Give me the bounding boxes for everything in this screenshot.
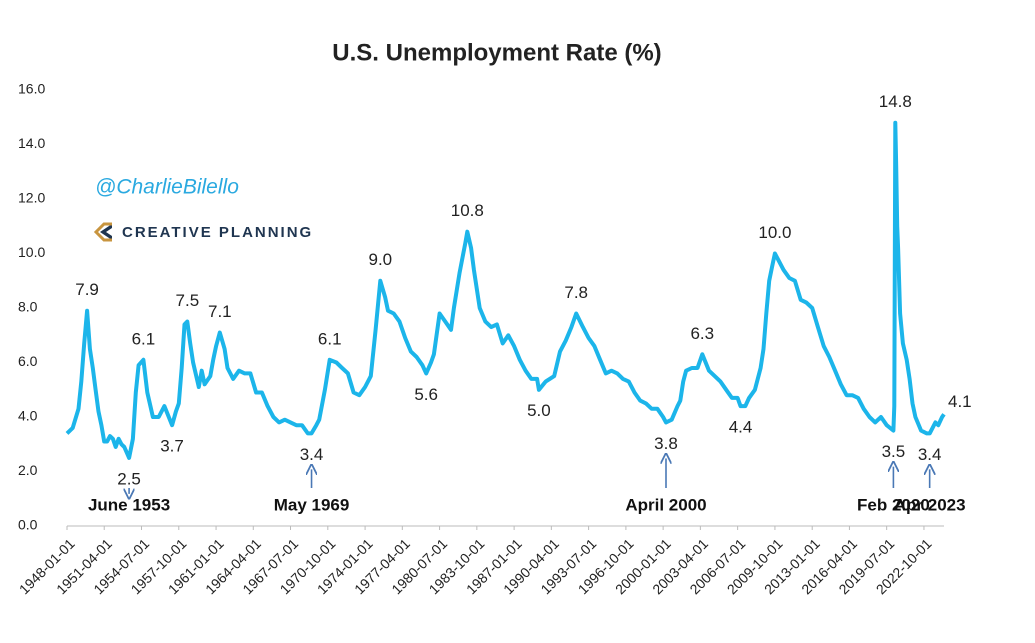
annotation-label: 6.1 <box>132 329 156 348</box>
annotation-note: Feb 2020 <box>857 495 930 514</box>
y-tick-label: 12.0 <box>18 190 45 206</box>
annotation-label: 3.8 <box>654 434 678 453</box>
annotation-label: 7.9 <box>75 280 99 299</box>
annotation-label: 3.4 <box>918 445 942 464</box>
annotation-label: 5.6 <box>414 385 438 404</box>
logo-text: CREATIVE PLANNING <box>122 224 313 241</box>
annotation-label: 7.1 <box>208 302 232 321</box>
chart-title: U.S. Unemployment Rate (%) <box>332 39 661 66</box>
annotation-label: 9.0 <box>368 250 392 269</box>
annotation-label: 10.0 <box>758 223 791 242</box>
annotation-label: 4.4 <box>729 418 753 437</box>
annotation-label: 7.8 <box>564 283 588 302</box>
y-tick-label: 10.0 <box>18 244 45 260</box>
y-tick-label: 16.0 <box>18 81 45 97</box>
annotation-note: April 2000 <box>625 495 706 514</box>
watermark: @CharlieBilello <box>95 176 239 199</box>
y-tick-label: 6.0 <box>18 353 38 369</box>
annotation-note: Apr 2023 <box>894 495 966 514</box>
y-tick-label: 8.0 <box>18 299 38 315</box>
logo-icon <box>93 222 112 242</box>
y-tick-label: 0.0 <box>18 517 38 533</box>
annotation-label: 10.8 <box>451 201 484 220</box>
annotation-label: 4.1 <box>948 392 972 411</box>
annotation-label: 3.7 <box>160 437 184 456</box>
annotation-label: 6.3 <box>690 324 714 343</box>
annotation-label: 2.5 <box>117 469 141 488</box>
annotation-note: June 1953 <box>88 495 170 514</box>
annotation-label: 6.1 <box>318 329 342 348</box>
y-tick-label: 2.0 <box>18 462 38 478</box>
y-tick-label: 4.0 <box>18 408 38 424</box>
y-tick-label: 14.0 <box>18 135 45 151</box>
annotation-label: 3.4 <box>300 445 324 464</box>
annotation-label: 7.5 <box>176 291 200 310</box>
annotation-label: 3.5 <box>882 442 906 461</box>
annotation-label: 5.0 <box>527 401 551 420</box>
annotation-note: May 1969 <box>274 495 350 514</box>
line <box>65 120 946 460</box>
annotation-label: 14.8 <box>879 92 912 111</box>
